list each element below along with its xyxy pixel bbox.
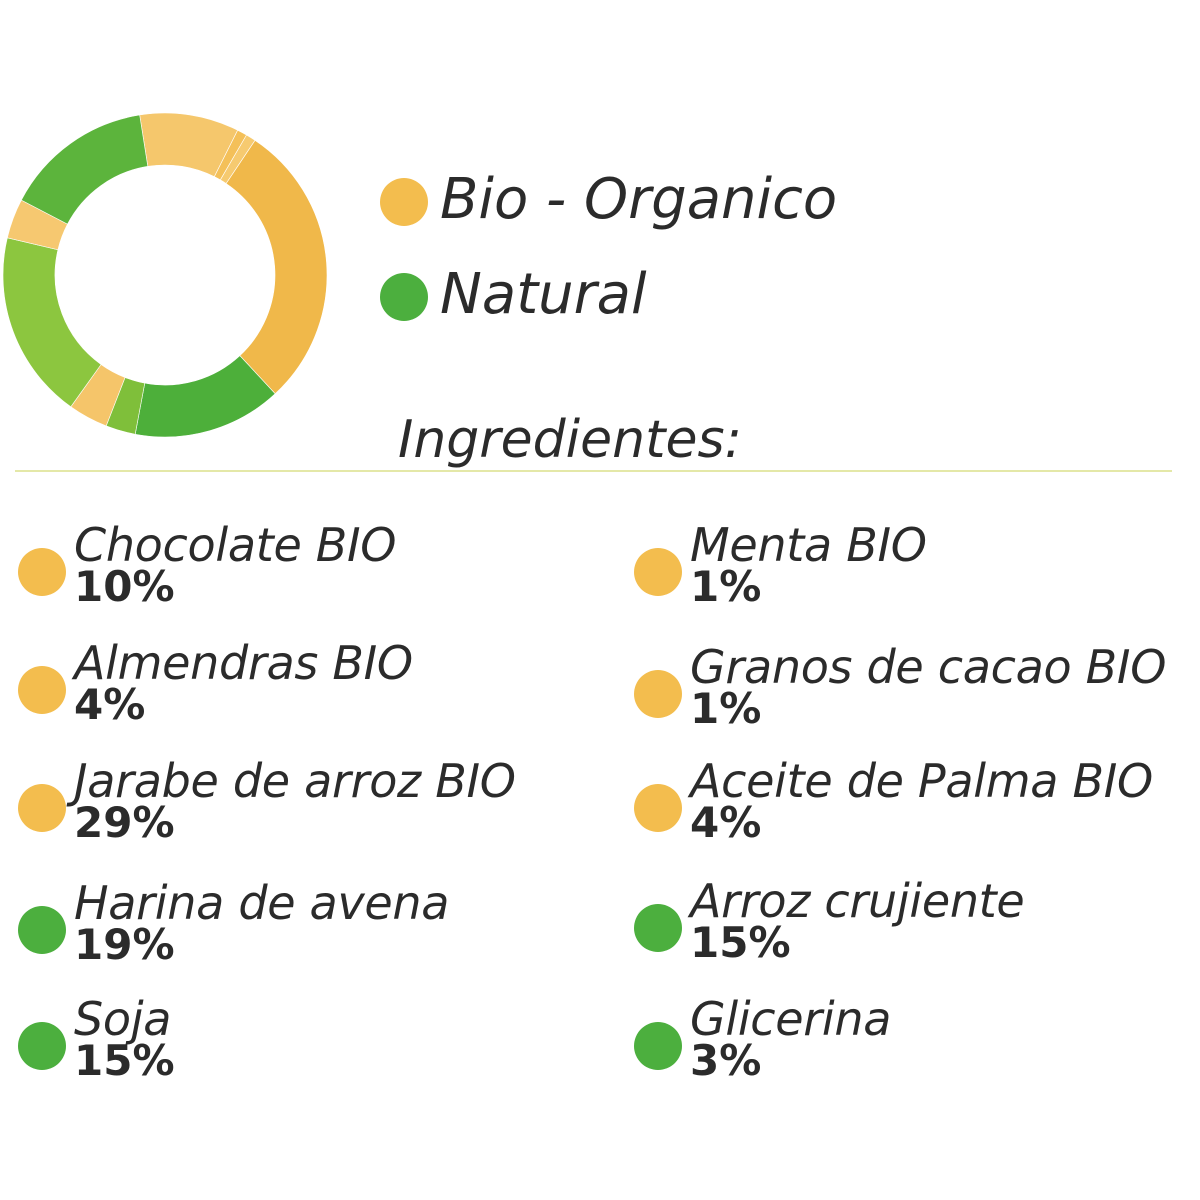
ingredients-heading: Ingredientes:: [398, 410, 743, 470]
bio-dot-icon: [18, 784, 66, 832]
ingredient-percent: 1%: [690, 562, 762, 611]
ingredient-name: Jarabe de arroz BIO: [74, 754, 516, 808]
ingredient-item: Soja 15%: [18, 992, 578, 1092]
ingredient-name: Arroz crujiente: [690, 874, 1025, 928]
ingredient-percent: 4%: [74, 680, 146, 729]
natural-dot-icon: [634, 904, 682, 952]
natural-dot-icon: [18, 906, 66, 954]
legend-item-bio: Bio - Organico: [380, 160, 1080, 240]
ingredient-percent: 3%: [690, 1036, 762, 1085]
legend-label-natural: Natural: [440, 262, 647, 327]
ingredient-item: Granos de cacao BIO 1%: [634, 640, 1194, 740]
bio-dot-icon: [18, 666, 66, 714]
natural-dot-icon: [634, 1022, 682, 1070]
bio-dot-icon: [634, 670, 682, 718]
ingredient-item: Almendras BIO 4%: [18, 636, 578, 736]
natural-dot-icon: [18, 1022, 66, 1070]
ingredient-item: Glicerina 3%: [634, 992, 1194, 1092]
donut-slice-9: [20, 114, 149, 225]
ingredient-name: Granos de cacao BIO: [690, 640, 1167, 694]
ingredient-name: Menta BIO: [690, 518, 927, 572]
divider: [15, 470, 1172, 472]
ingredient-item: Jarabe de arroz BIO 29%: [18, 754, 578, 854]
legend-label-bio: Bio - Organico: [440, 167, 838, 232]
bio-dot-icon: [380, 178, 428, 226]
ingredient-percent: 10%: [74, 562, 175, 611]
ingredient-name: Almendras BIO: [74, 636, 413, 690]
ingredient-name: Soja: [74, 992, 172, 1046]
bio-dot-icon: [634, 548, 682, 596]
ingredient-name: Harina de avena: [74, 876, 450, 930]
ingredient-item: Harina de avena 19%: [18, 876, 578, 976]
donut-slice-3: [225, 139, 328, 395]
ingredient-percent: 1%: [690, 684, 762, 733]
ingredient-name: Chocolate BIO: [74, 518, 397, 572]
ingredient-percent: 4%: [690, 798, 762, 847]
ingredient-item: Arroz crujiente 15%: [634, 874, 1194, 974]
ingredient-percent: 29%: [74, 798, 175, 847]
ingredient-percent: 15%: [74, 1036, 175, 1085]
ingredient-item: Chocolate BIO 10%: [18, 518, 578, 618]
natural-dot-icon: [380, 273, 428, 321]
ingredient-item: Aceite de Palma BIO 4%: [634, 754, 1194, 854]
donut-slice-7: [2, 237, 102, 408]
ingredient-percent: 19%: [74, 920, 175, 969]
ingredient-percent: 15%: [690, 918, 791, 967]
legend-item-natural: Natural: [380, 255, 1080, 335]
ingredients-donut-chart: [2, 112, 328, 438]
bio-dot-icon: [18, 548, 66, 596]
bio-dot-icon: [634, 784, 682, 832]
ingredient-item: Menta BIO 1%: [634, 518, 1194, 618]
ingredient-name: Glicerina: [690, 992, 892, 1046]
ingredient-name: Aceite de Palma BIO: [690, 754, 1153, 808]
